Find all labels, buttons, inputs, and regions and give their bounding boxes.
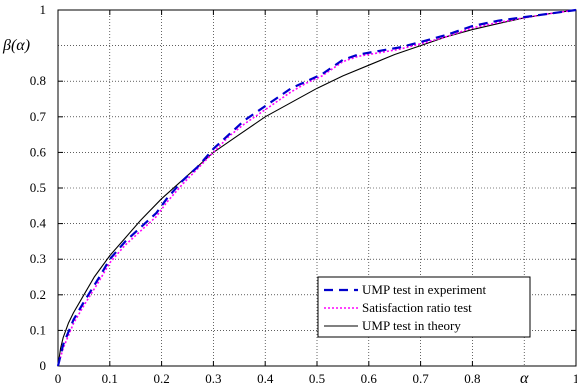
x-tick-label: 0.3	[205, 371, 221, 386]
y-tick-label: 0	[40, 358, 47, 373]
x-axis-label: α	[520, 370, 529, 387]
x-tick-label: 1	[573, 371, 577, 386]
series-line-1	[57, 9, 577, 367]
legend: UMP test in experiment Satisfaction ratio…	[317, 276, 531, 338]
x-tick-label: 0.1	[102, 371, 118, 386]
grid	[57, 9, 577, 367]
x-tick-label: 0.2	[153, 371, 169, 386]
y-tick-label: 0.8	[30, 73, 46, 88]
y-tick-label: 0.6	[30, 144, 47, 159]
series-line-0	[56, 8, 577, 367]
ticks: 0 0.1 0.2 0.3 0.4 0.5 0.6 0.7 0.8 1 0 0.1 0.2 0.3 0.4 0…	[30, 2, 577, 386]
x-tick-label: 0	[55, 371, 62, 386]
y-tick-label: 1	[40, 2, 47, 17]
legend-label-1: Satisfaction ratio test	[362, 300, 472, 315]
x-tick-label: 0.8	[464, 371, 480, 386]
series-layer	[56, 8, 577, 367]
x-tick-label: 0.7	[412, 371, 429, 386]
series-line-2	[57, 9, 577, 367]
legend-box	[317, 276, 531, 338]
legend-label-2: UMP test in theory	[362, 318, 461, 333]
x-tick-label: 0.4	[257, 371, 274, 386]
y-tick-label: 0.7	[30, 109, 47, 124]
y-tick-label: 0.5	[30, 180, 46, 195]
legend-label-0: UMP test in experiment	[362, 282, 486, 297]
y-tick-label: 0.2	[30, 287, 46, 302]
y-tick-label: 0.4	[30, 216, 47, 231]
x-tick-label: 0.5	[309, 371, 325, 386]
y-tick-label: 0.1	[30, 322, 46, 337]
y-axis-label: β(α)	[2, 37, 30, 54]
x-tick-label: 0.6	[361, 371, 378, 386]
y-tick-label: 0.3	[30, 251, 46, 266]
